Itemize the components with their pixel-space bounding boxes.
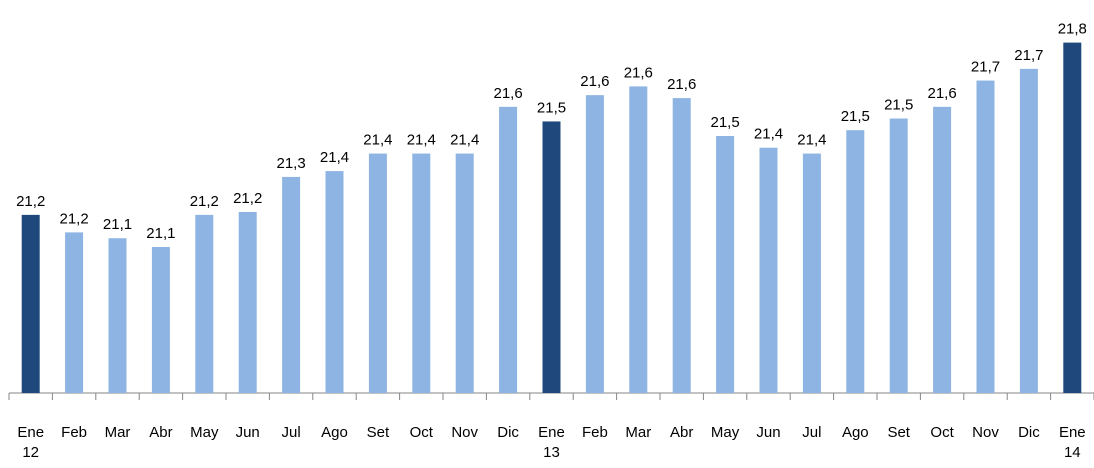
value-label: 21,5 — [884, 97, 913, 114]
x-tick-label: Jun — [756, 424, 780, 441]
value-label: 21,4 — [450, 132, 479, 149]
value-label: 21,8 — [1058, 21, 1087, 38]
bar — [325, 171, 344, 393]
x-tick-label: Ene 14 — [1059, 424, 1086, 461]
bar — [542, 121, 561, 393]
x-tick-label: Ago — [842, 424, 869, 441]
value-label: 21,6 — [927, 85, 956, 102]
bar — [933, 106, 952, 393]
value-label: 21,4 — [754, 126, 783, 143]
bar — [412, 153, 431, 393]
value-label: 21,2 — [59, 210, 88, 227]
x-tick-label: May — [190, 424, 219, 441]
x-tick-label: Abr — [670, 424, 693, 441]
value-label: 21,5 — [841, 108, 870, 125]
x-tick-label: Dic — [1018, 424, 1040, 441]
x-tick-label: Oct — [410, 424, 434, 441]
x-tick-label: Mar — [625, 424, 651, 441]
value-label: 21,6 — [624, 64, 653, 81]
bar — [151, 247, 170, 393]
bar — [1019, 68, 1038, 393]
value-label: 21,3 — [276, 155, 305, 172]
bar — [21, 214, 40, 393]
value-label: 21,6 — [580, 73, 609, 90]
bar — [455, 153, 474, 393]
bar — [282, 176, 301, 393]
bar — [976, 80, 995, 393]
x-tick-label: Set — [367, 424, 390, 441]
x-tick-label: Mar — [105, 424, 131, 441]
x-tick-label: Nov — [972, 424, 999, 441]
x-tick-label: Dic — [497, 424, 519, 441]
bar — [585, 95, 604, 393]
value-label: 21,1 — [146, 225, 175, 242]
x-tick-label: Jul — [802, 424, 821, 441]
x-tick-label: Ago — [321, 424, 348, 441]
x-tick-label: Ene 12 — [17, 424, 44, 461]
value-label: 21,6 — [667, 76, 696, 93]
x-tick-label: Abr — [149, 424, 172, 441]
value-label: 21,4 — [320, 149, 349, 166]
value-label: 21,2 — [190, 193, 219, 210]
x-tick-label: Oct — [930, 424, 954, 441]
x-tick-label: Feb — [61, 424, 87, 441]
x-tick-label: Jul — [282, 424, 301, 441]
bar — [1063, 42, 1082, 393]
value-label: 21,4 — [363, 132, 392, 149]
bar — [716, 136, 735, 394]
bar — [802, 153, 821, 393]
bar — [889, 118, 908, 394]
bar — [108, 238, 127, 393]
x-tick-label: May — [711, 424, 740, 441]
x-tick-label: Nov — [451, 424, 478, 441]
bar — [368, 153, 387, 393]
value-label: 21,4 — [797, 132, 826, 149]
bar — [629, 86, 648, 394]
value-label: 21,5 — [537, 99, 566, 116]
bar — [672, 98, 691, 393]
bar — [65, 232, 84, 393]
value-label: 21,7 — [1014, 47, 1043, 64]
value-label: 21,5 — [710, 114, 739, 131]
value-label: 21,1 — [103, 216, 132, 233]
x-tick-label: Ene 13 — [538, 424, 565, 461]
bar — [238, 211, 257, 393]
bar — [759, 147, 778, 393]
x-tick-label: Feb — [582, 424, 608, 441]
value-label: 21,2 — [233, 190, 262, 207]
bar — [195, 214, 214, 393]
value-label: 21,6 — [493, 85, 522, 102]
value-label: 21,4 — [407, 132, 436, 149]
bar — [499, 106, 518, 393]
x-tick-label: Set — [887, 424, 910, 441]
value-label: 21,7 — [971, 59, 1000, 76]
x-tick-label: Jun — [236, 424, 260, 441]
value-label: 21,2 — [16, 193, 45, 210]
bar — [846, 130, 865, 393]
